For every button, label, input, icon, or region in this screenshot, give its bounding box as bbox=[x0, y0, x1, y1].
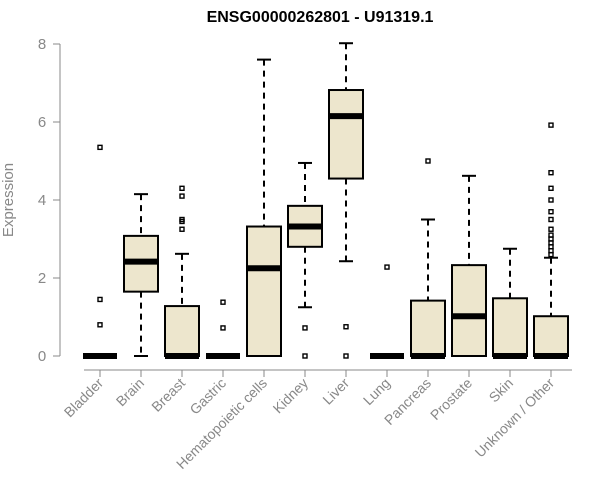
box-group-hematopoietic-cells bbox=[246, 58, 282, 357]
outlier-point bbox=[548, 232, 554, 238]
box bbox=[451, 264, 487, 358]
x-tick-label: Brain bbox=[113, 375, 147, 409]
box-group-prostate bbox=[451, 174, 487, 358]
outlier-point bbox=[97, 296, 103, 303]
x-tick-label: Breast bbox=[148, 375, 188, 415]
y-tick-label: 8 bbox=[38, 36, 46, 53]
box-group-skin bbox=[492, 247, 528, 359]
outlier-point bbox=[548, 122, 554, 128]
outlier-point bbox=[179, 185, 185, 192]
outlier-point bbox=[97, 144, 103, 151]
box-group-liver bbox=[328, 42, 364, 359]
outlier-point bbox=[343, 353, 349, 359]
outlier-point bbox=[548, 208, 554, 215]
y-tick-label: 0 bbox=[38, 348, 46, 365]
x-tick-label: Prostate bbox=[427, 375, 475, 423]
y-axis-label: Expression bbox=[0, 163, 17, 237]
outlier-point bbox=[220, 299, 226, 305]
x-tick-label: Kidney bbox=[270, 375, 312, 417]
box-group-breast bbox=[164, 185, 200, 359]
outlier-point bbox=[548, 185, 554, 192]
outlier-point bbox=[220, 325, 226, 331]
y-tick-label: 4 bbox=[38, 192, 46, 209]
outlier-point bbox=[548, 169, 554, 176]
outlier-point bbox=[179, 216, 185, 223]
box-group-gastric bbox=[206, 299, 240, 359]
outlier-point bbox=[302, 353, 308, 359]
chart-title: ENSG00000262801 - U91319.1 bbox=[207, 9, 434, 26]
box-group-bladder bbox=[83, 144, 117, 359]
outlier-point bbox=[548, 197, 554, 203]
box bbox=[246, 225, 282, 357]
box-group-unknown-other bbox=[533, 122, 569, 359]
box-group-brain bbox=[123, 193, 159, 357]
outlier-point bbox=[425, 158, 431, 164]
outlier-point bbox=[384, 264, 390, 270]
box bbox=[410, 299, 446, 357]
box bbox=[492, 297, 528, 357]
outlier-point bbox=[179, 226, 185, 232]
outlier-point bbox=[548, 226, 554, 232]
box-group-pancreas bbox=[410, 158, 446, 359]
outlier-point bbox=[179, 193, 185, 199]
x-tick-label: Lung bbox=[360, 375, 393, 408]
box-group-kidney bbox=[287, 161, 323, 359]
y-tick-label: 6 bbox=[38, 114, 46, 131]
box bbox=[328, 89, 364, 180]
y-axis: 0 2 4 6 8 bbox=[38, 36, 60, 365]
outlier-point bbox=[97, 322, 103, 328]
outlier-point bbox=[343, 324, 349, 330]
box-group-lung bbox=[370, 264, 404, 359]
x-tick-label: Bladder bbox=[61, 375, 107, 421]
x-tick-label: Skin bbox=[486, 375, 517, 406]
plot-area bbox=[83, 42, 569, 359]
outlier-point bbox=[302, 325, 308, 331]
x-tick-label: Liver bbox=[319, 375, 352, 408]
outlier-point bbox=[548, 216, 554, 223]
box bbox=[533, 315, 569, 357]
y-tick-label: 2 bbox=[38, 270, 46, 287]
box bbox=[164, 305, 200, 357]
